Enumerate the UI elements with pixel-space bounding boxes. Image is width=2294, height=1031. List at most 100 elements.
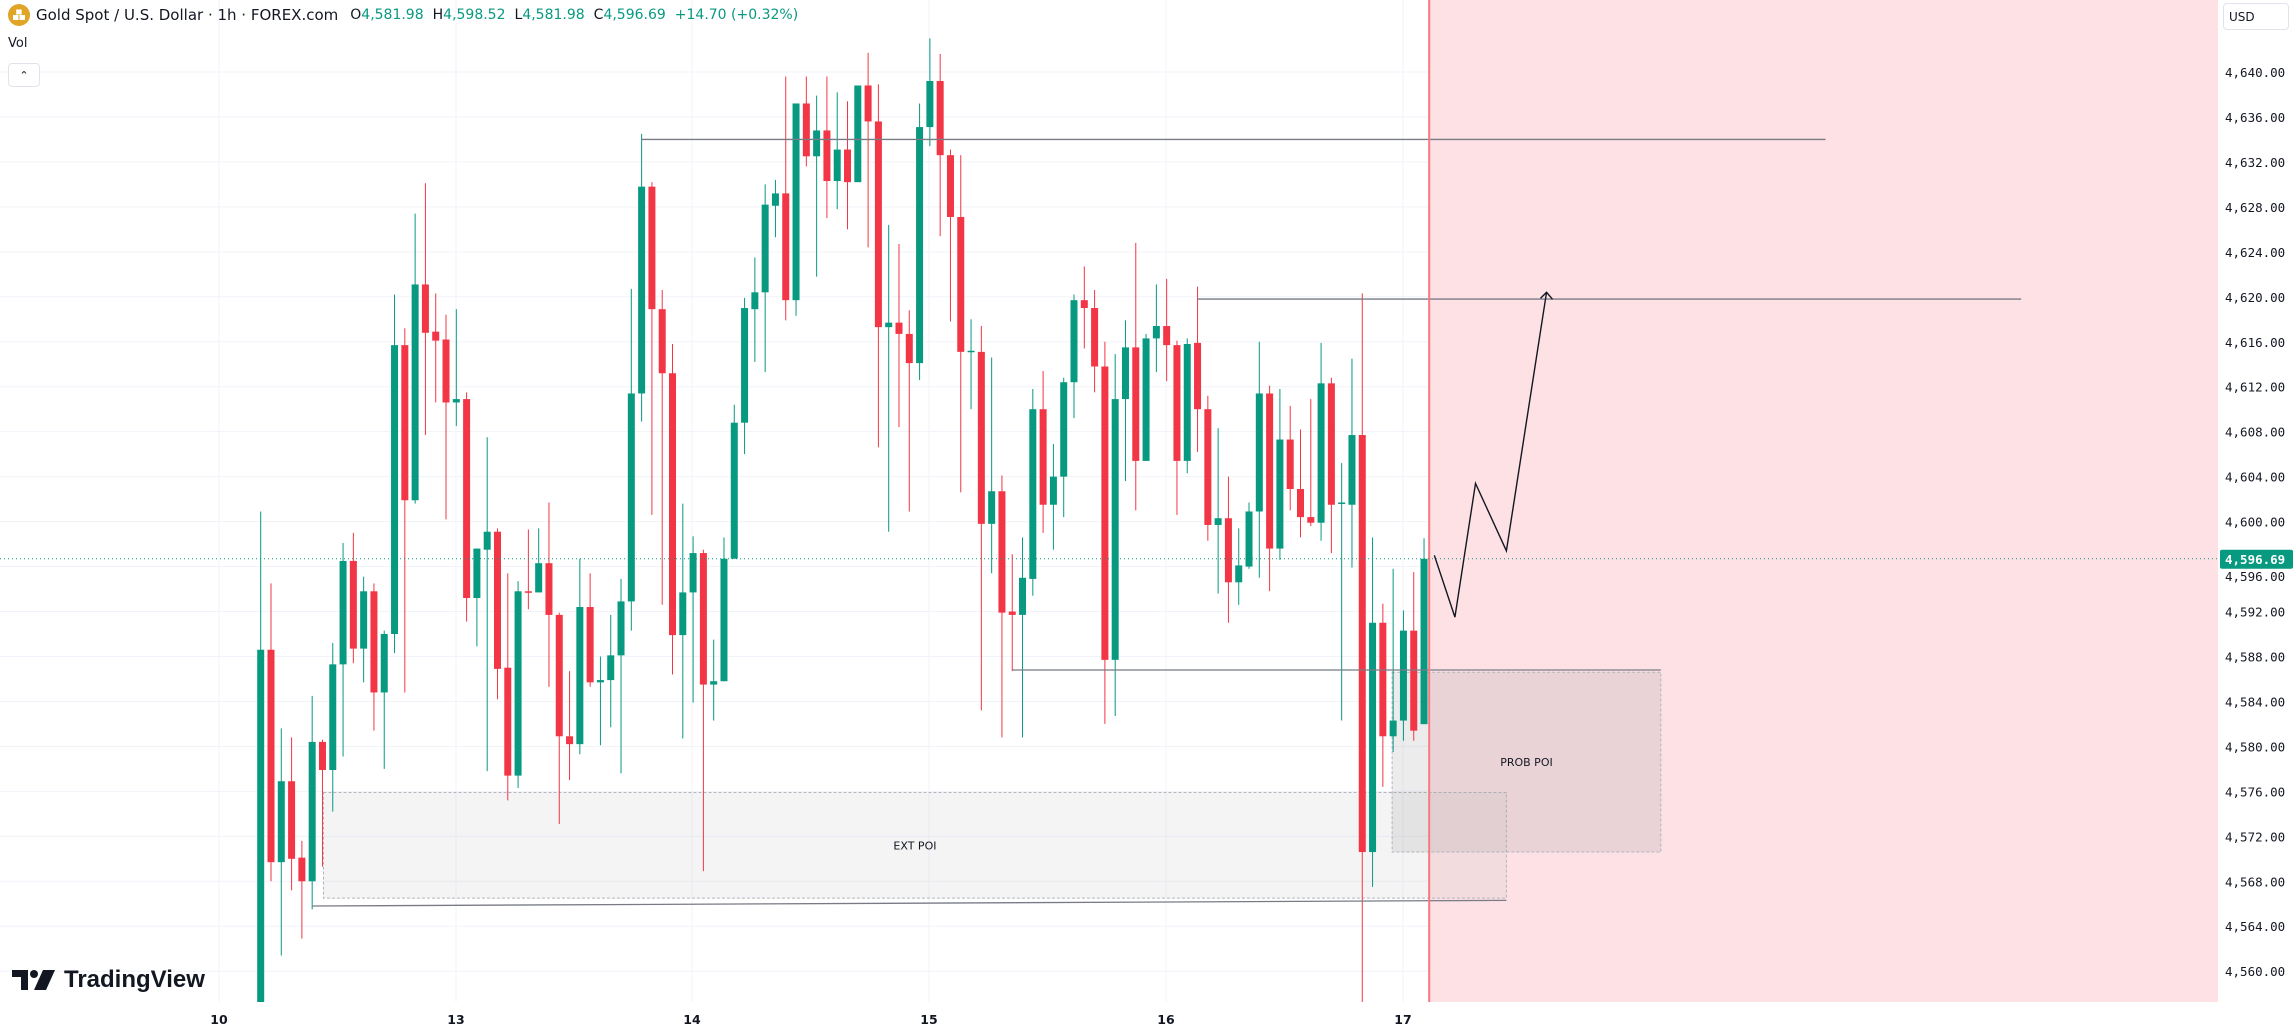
close-key: C <box>593 7 604 23</box>
candle-body <box>566 736 574 745</box>
candle-body <box>586 607 594 683</box>
time-tick-label: 10 <box>210 1012 228 1027</box>
candle <box>627 288 635 631</box>
candle-body <box>298 857 306 882</box>
candle-body <box>792 103 800 301</box>
candle-body <box>1358 435 1366 853</box>
price-tick-label: 4,584.00 <box>2225 694 2285 709</box>
candle-body <box>916 127 924 364</box>
candle <box>669 344 676 675</box>
candle-body <box>318 741 326 771</box>
candle-body <box>1235 565 1243 583</box>
candle <box>874 84 882 448</box>
candle <box>401 328 409 693</box>
candle <box>1286 405 1294 511</box>
candle-body <box>473 548 481 599</box>
candle <box>1327 377 1335 554</box>
candle <box>586 573 594 687</box>
poi-zone-label: EXT POI <box>893 839 936 852</box>
candle <box>782 76 790 321</box>
candle-body <box>1348 435 1356 505</box>
candle-body <box>442 339 450 403</box>
candle-body <box>751 292 759 310</box>
candle-body <box>771 193 779 206</box>
candle <box>566 671 574 781</box>
candle <box>535 528 543 593</box>
candle-body <box>864 85 872 122</box>
candle-body <box>401 345 409 501</box>
candle-body <box>998 491 1006 613</box>
candle <box>1410 572 1418 741</box>
currency-selector[interactable]: USD <box>2223 3 2289 30</box>
candle <box>1163 278 1171 382</box>
candle <box>318 739 326 867</box>
candle-body <box>720 558 728 682</box>
candle <box>792 103 800 316</box>
candle-body <box>854 85 862 183</box>
candle-body <box>545 563 553 615</box>
candle <box>360 576 368 683</box>
candle <box>504 573 512 801</box>
candle <box>699 549 707 872</box>
candle <box>1369 537 1377 887</box>
candle-body <box>1152 326 1160 339</box>
candle-body <box>1379 622 1387 737</box>
candle-body <box>802 103 810 157</box>
candle <box>1121 320 1129 482</box>
chevron-up-icon: ⌃ <box>19 68 29 82</box>
collapse-indicators-button[interactable]: ⌃ <box>8 63 40 87</box>
volume-indicator-label[interactable]: Vol <box>8 36 28 51</box>
candle <box>988 357 996 574</box>
candle <box>349 532 357 664</box>
candle <box>1091 290 1099 393</box>
symbol-title[interactable]: Gold Spot / U.S. Dollar · 1h · FOREX.com <box>36 6 339 24</box>
candle <box>679 503 687 739</box>
high-key: H <box>432 7 444 23</box>
candle-body <box>1266 393 1274 549</box>
poi-zone <box>1391 671 1662 853</box>
candle <box>730 404 738 559</box>
candle-body <box>308 741 316 882</box>
time-tick-label: 15 <box>920 1012 937 1027</box>
candle-body <box>1224 518 1232 583</box>
candle-body <box>1296 489 1304 518</box>
candle <box>957 155 965 493</box>
candle <box>1152 284 1160 373</box>
candle-body <box>689 553 697 593</box>
candle <box>288 737 296 891</box>
candle-body <box>977 351 985 524</box>
candle-body <box>679 592 687 636</box>
tradingview-logo[interactable]: TradingView <box>12 966 205 994</box>
candle-body <box>1194 342 1202 410</box>
time-tick-label: 16 <box>1157 1012 1175 1027</box>
candle <box>761 184 769 373</box>
candle-body <box>1091 308 1099 367</box>
candle <box>596 656 604 746</box>
price-tick-label: 4,580.00 <box>2225 739 2285 754</box>
candle-body <box>493 531 501 669</box>
candle-body <box>638 186 646 394</box>
ohlc-values: O4,581.98 H4,598.52 L4,581.98 C4,596.69 … <box>350 7 798 23</box>
candle <box>1348 358 1356 568</box>
candle-body <box>1060 382 1068 477</box>
candle <box>1173 340 1181 515</box>
price-tick-label: 4,608.00 <box>2225 425 2285 440</box>
candle <box>1204 395 1212 541</box>
candle <box>1070 294 1078 419</box>
candle <box>1194 286 1202 452</box>
candle <box>1245 502 1253 569</box>
candle <box>1060 377 1068 518</box>
candle-body <box>1307 517 1315 523</box>
tradingview-logo-icon <box>12 970 55 990</box>
candle <box>905 310 913 512</box>
candle-body <box>339 560 347 665</box>
candle <box>823 76 831 219</box>
low-value: 4,581.98 <box>522 7 585 23</box>
candle-body <box>1204 409 1212 525</box>
candle <box>257 511 265 1002</box>
candle <box>1307 399 1315 527</box>
time-tick-label: 13 <box>447 1012 464 1027</box>
candle-body <box>329 664 337 771</box>
candle-body <box>391 345 399 634</box>
